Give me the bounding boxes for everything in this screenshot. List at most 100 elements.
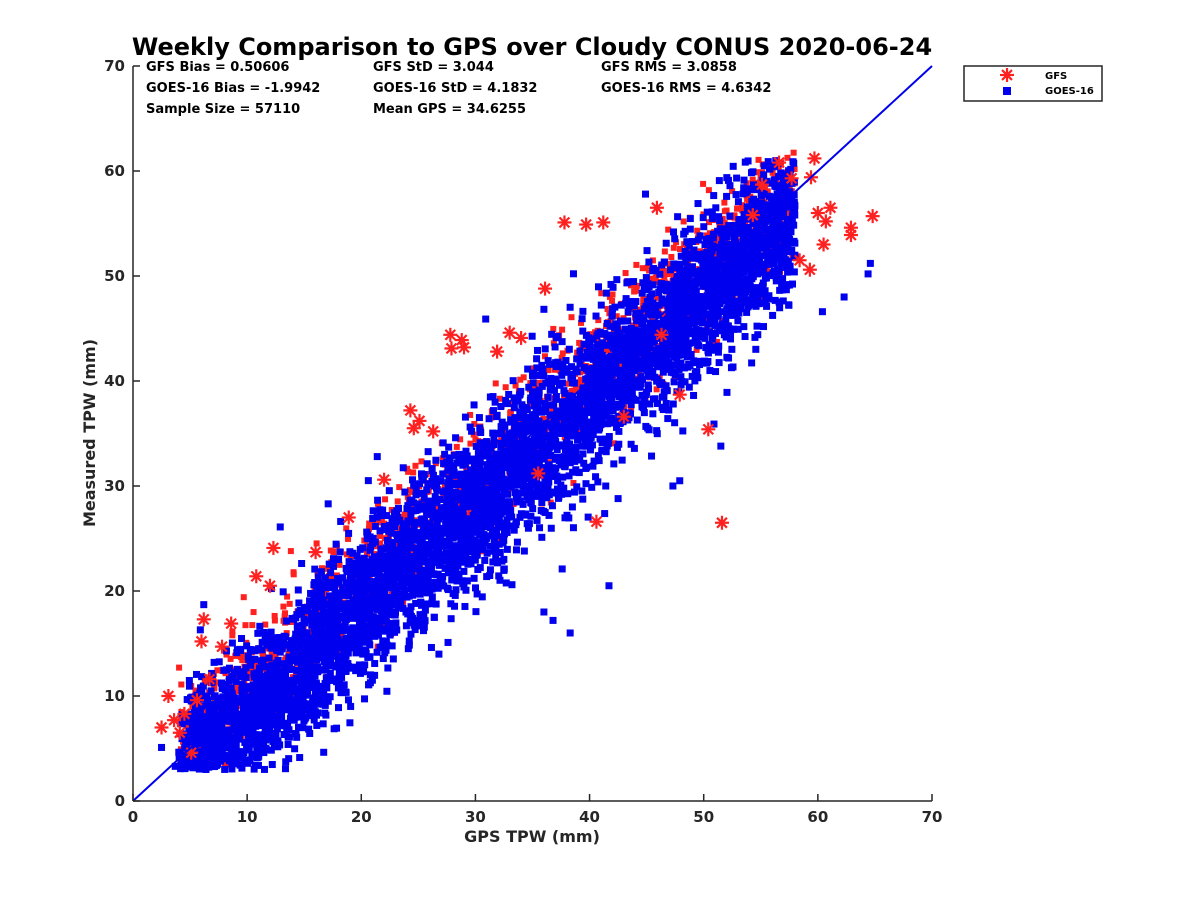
- gfs-cloud-point: [183, 723, 190, 730]
- goes16-cloud-point: [606, 378, 614, 386]
- goes16-cloud-point: [222, 742, 230, 750]
- goes16-cloud-point: [452, 586, 460, 594]
- goes16-cloud-point: [284, 641, 292, 649]
- goes16-cloud-point: [428, 465, 436, 473]
- goes16-cloud-point: [455, 570, 463, 578]
- goes16-cloud-point: [538, 406, 546, 414]
- gfs-cloud-point: [290, 569, 297, 576]
- goes16-cloud-point: [694, 316, 702, 324]
- goes16-cloud-point: [784, 268, 792, 276]
- goes16-cloud-point: [603, 420, 611, 428]
- gfs-cloud-point: [281, 613, 288, 620]
- goes16-cloud-point: [652, 306, 660, 314]
- goes16-cloud-point: [298, 671, 306, 679]
- gfs-cloud-point: [536, 379, 543, 386]
- gfs-cloud-point: [407, 523, 414, 530]
- goes16-cloud-point: [531, 389, 539, 397]
- goes16-cloud-point: [565, 345, 573, 353]
- goes16-cloud-point: [369, 514, 377, 522]
- gfs-cloud-point: [280, 603, 287, 610]
- goes16-cloud-point: [213, 733, 221, 741]
- goes16-cloud-point: [742, 288, 750, 296]
- goes16-cloud-point: [763, 177, 771, 185]
- gfs-cloud-point: [227, 655, 234, 662]
- goes16-cloud-point: [669, 286, 677, 294]
- gfs-cloud-point: [235, 688, 242, 695]
- goes16-cloud-point: [492, 450, 500, 458]
- gfs-cloud-point: [336, 561, 343, 568]
- goes16-cloud-point: [413, 547, 421, 555]
- goes16-cloud-point: [648, 290, 656, 298]
- goes16-cloud-point: [420, 495, 428, 503]
- goes16-cloud-point: [690, 246, 698, 254]
- goes16-cloud-point: [407, 603, 415, 611]
- gfs-cloud-point: [223, 651, 230, 658]
- goes16-cloud-point: [428, 599, 436, 607]
- gfs-cloud-point: [240, 594, 247, 601]
- goes16-cloud-point: [366, 598, 374, 606]
- goes16-cloud-point: [423, 460, 431, 468]
- goes16-cloud-point: [639, 279, 647, 287]
- goes16-cloud-point: [319, 682, 327, 690]
- gfs-cloud-point: [559, 326, 566, 333]
- goes16-cloud-point: [312, 601, 320, 609]
- goes16-cloud-point: [404, 579, 412, 587]
- gfs-cloud-point: [234, 683, 241, 690]
- goes16-cloud-point: [292, 696, 300, 704]
- goes16-cloud-point: [780, 236, 788, 244]
- goes16-cloud-point: [281, 660, 289, 668]
- goes16-cloud-point: [314, 700, 322, 708]
- goes16-cloud-point: [439, 470, 447, 478]
- goes16-cloud-point: [518, 489, 526, 497]
- goes16-cloud-point: [268, 662, 276, 670]
- gfs-cloud-point: [272, 652, 279, 659]
- gfs-cloud-point: [705, 187, 712, 194]
- goes16-cloud-point: [304, 700, 312, 708]
- goes16-cloud-point: [615, 427, 623, 435]
- goes16-cloud-point: [499, 447, 507, 455]
- goes16-cloud-point: [781, 256, 789, 264]
- goes16-cloud-point: [458, 577, 466, 585]
- goes16-cloud-point: [511, 489, 519, 497]
- goes16-cloud-point: [779, 281, 787, 289]
- gfs-cloud-point: [214, 679, 221, 686]
- goes16-cloud-point: [633, 416, 641, 424]
- goes16-cloud-point: [670, 378, 678, 386]
- goes16-cloud-point: [479, 545, 487, 553]
- goes16-cloud-point: [244, 735, 252, 743]
- goes16-cloud-point: [653, 399, 661, 407]
- gfs-cloud-point: [467, 411, 474, 418]
- goes16-cloud-point: [208, 669, 216, 677]
- goes16-cloud-point: [760, 262, 768, 270]
- goes16-cloud-point: [363, 628, 371, 636]
- goes16-cloud-point: [310, 581, 318, 589]
- goes16-cloud-point: [524, 452, 532, 460]
- goes16-cloud-point: [357, 646, 365, 654]
- goes16-cloud-point: [275, 721, 283, 729]
- goes16-cloud-point: [233, 760, 241, 768]
- goes16-cloud-point: [379, 655, 387, 663]
- goes16-cloud-point: [333, 662, 341, 670]
- goes16-cloud-point: [597, 301, 605, 309]
- goes16-cloud-point: [301, 630, 309, 638]
- goes16-cloud-point: [447, 600, 455, 608]
- goes16-cloud-point: [612, 320, 620, 328]
- goes16-cloud-point: [373, 648, 381, 656]
- goes16-cloud-point: [595, 364, 603, 372]
- goes16-cloud-point: [608, 335, 616, 343]
- goes16-cloud-point: [339, 574, 347, 582]
- goes16-cloud-point: [569, 270, 577, 278]
- goes16-cloud-point: [497, 403, 505, 411]
- goes16-cloud-point: [542, 408, 550, 416]
- goes16-cloud-point: [489, 407, 497, 415]
- goes16-cloud-point: [490, 441, 498, 449]
- goes16-cloud-point: [659, 339, 667, 347]
- goes16-cloud-point: [560, 387, 568, 395]
- goes16-cloud-point: [759, 244, 767, 252]
- goes16-cloud-point: [584, 513, 592, 521]
- goes16-cloud-point: [680, 293, 688, 301]
- goes16-cloud-point: [190, 709, 198, 717]
- goes16-cloud-point: [547, 379, 555, 387]
- goes16-cloud-point: [314, 645, 322, 653]
- goes16-cloud-point: [488, 484, 496, 492]
